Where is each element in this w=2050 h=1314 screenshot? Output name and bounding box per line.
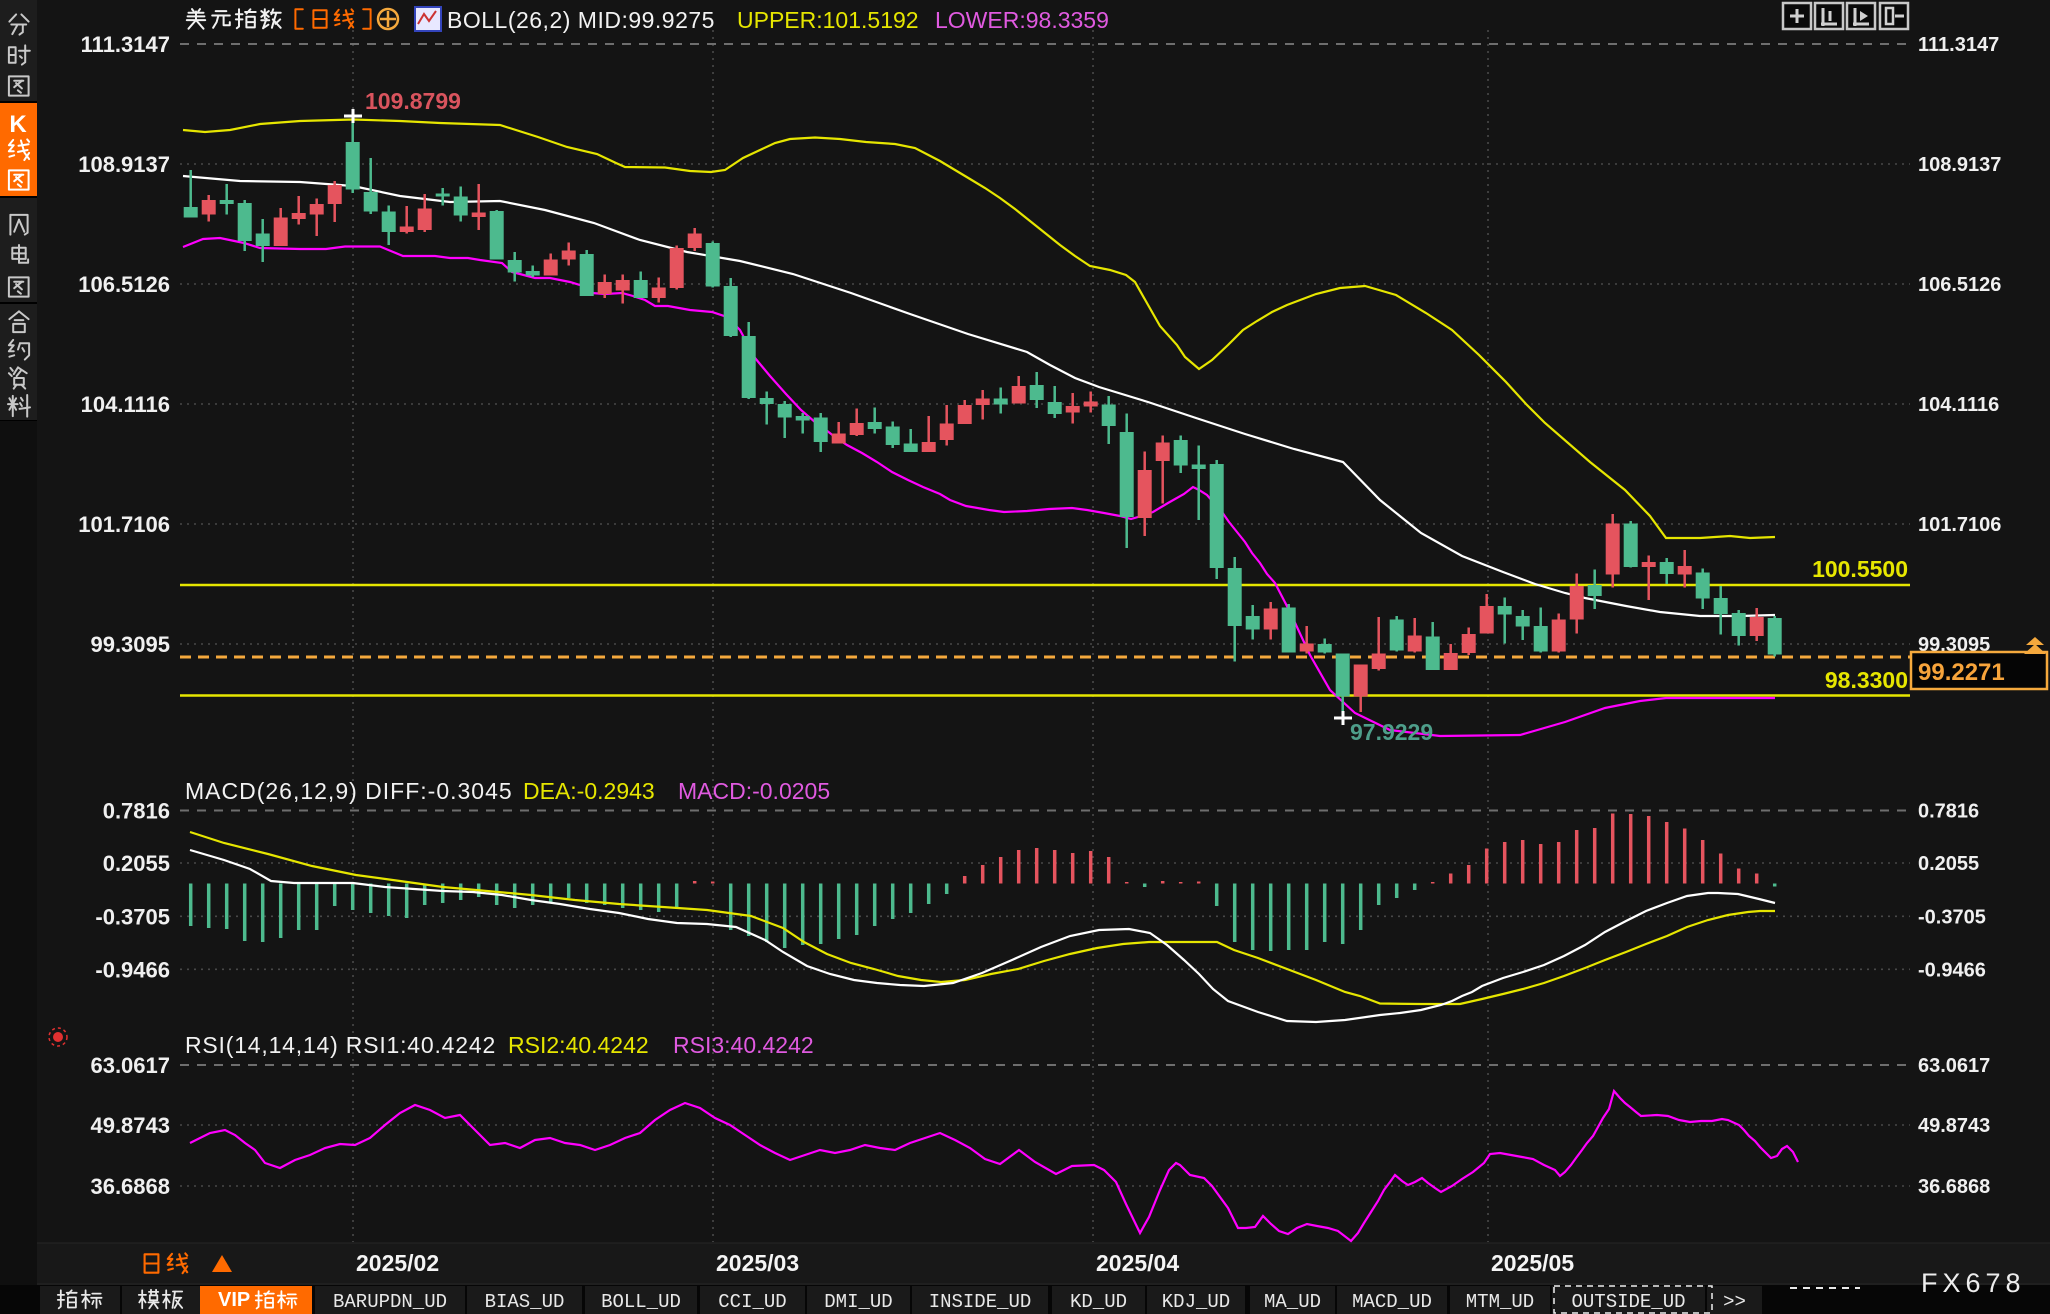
svg-text:99.3095: 99.3095 <box>1918 634 1990 656</box>
svg-text:104.1116: 104.1116 <box>81 392 170 417</box>
svg-text:BIAS_UD: BIAS_UD <box>485 1291 565 1313</box>
svg-text:99.3095: 99.3095 <box>90 632 170 657</box>
svg-text:49.8743: 49.8743 <box>90 1113 170 1138</box>
svg-text:101.7106: 101.7106 <box>78 512 170 537</box>
svg-text:0.7816: 0.7816 <box>103 799 170 824</box>
svg-text:2025/03: 2025/03 <box>716 1250 799 1276</box>
svg-text:109.8799: 109.8799 <box>365 88 461 114</box>
svg-text:MACD:-0.0205: MACD:-0.0205 <box>678 778 830 804</box>
svg-text:97.9229: 97.9229 <box>1350 719 1433 745</box>
svg-text:100.5500: 100.5500 <box>1812 556 1908 582</box>
svg-text:106.5126: 106.5126 <box>1918 274 2001 296</box>
svg-text:FX678: FX678 <box>1921 1268 2026 1298</box>
svg-text:MTM_UD: MTM_UD <box>1466 1291 1534 1313</box>
svg-text:99.2271: 99.2271 <box>1918 659 2005 686</box>
svg-text:0.2055: 0.2055 <box>1918 853 1979 875</box>
svg-text:BOLL_UD: BOLL_UD <box>601 1291 681 1313</box>
svg-text:RSI(14,14,14) RSI1:40.4242: RSI(14,14,14) RSI1:40.4242 <box>185 1032 496 1058</box>
svg-text:63.0617: 63.0617 <box>90 1053 170 1078</box>
svg-text:-0.3705: -0.3705 <box>1918 906 1986 928</box>
svg-text:>>: >> <box>1723 1291 1746 1313</box>
svg-text:0.7816: 0.7816 <box>1918 801 1979 823</box>
svg-text:63.0617: 63.0617 <box>1918 1055 1990 1077</box>
svg-text:CCI_UD: CCI_UD <box>718 1291 786 1313</box>
svg-text:MACD_UD: MACD_UD <box>1352 1291 1432 1313</box>
svg-text:-0.3705: -0.3705 <box>95 904 170 929</box>
svg-text:MACD(26,12,9) DIFF:-0.3045: MACD(26,12,9) DIFF:-0.3045 <box>185 778 513 804</box>
svg-text:111.3147: 111.3147 <box>1918 34 1999 56</box>
svg-text:DEA:-0.2943: DEA:-0.2943 <box>523 778 655 804</box>
svg-text:RSI2:40.4242: RSI2:40.4242 <box>508 1032 649 1058</box>
svg-text:108.9137: 108.9137 <box>78 152 170 177</box>
svg-text:104.1116: 104.1116 <box>1918 394 1999 416</box>
svg-text:VIP: VIP <box>218 1289 250 1311</box>
svg-text:OUTSIDE_UD: OUTSIDE_UD <box>1571 1291 1685 1313</box>
svg-text:KD_UD: KD_UD <box>1070 1291 1127 1313</box>
svg-text:UPPER:101.5192: UPPER:101.5192 <box>737 7 919 33</box>
svg-text:BARUPDN_UD: BARUPDN_UD <box>333 1291 447 1313</box>
svg-text:KDJ_UD: KDJ_UD <box>1162 1291 1230 1313</box>
svg-text:111.3147: 111.3147 <box>81 32 170 57</box>
svg-text:2025/02: 2025/02 <box>356 1250 439 1276</box>
svg-text:MA_UD: MA_UD <box>1264 1291 1321 1313</box>
svg-text:2025/05: 2025/05 <box>1491 1250 1574 1276</box>
svg-text:RSI3:40.4242: RSI3:40.4242 <box>673 1032 814 1058</box>
svg-text:2025/04: 2025/04 <box>1096 1250 1179 1276</box>
svg-text:-0.9466: -0.9466 <box>1918 959 1986 981</box>
svg-text:DMI_UD: DMI_UD <box>824 1291 892 1313</box>
svg-text:108.9137: 108.9137 <box>1918 154 2001 176</box>
svg-text:BOLL(26,2) MID:99.9275: BOLL(26,2) MID:99.9275 <box>447 7 715 33</box>
svg-text:36.6868: 36.6868 <box>1918 1176 1990 1198</box>
svg-text:INSIDE_UD: INSIDE_UD <box>929 1291 1032 1313</box>
svg-text:101.7106: 101.7106 <box>1918 514 2001 536</box>
svg-text:36.6868: 36.6868 <box>90 1174 170 1199</box>
svg-text:K: K <box>9 111 27 138</box>
svg-text:106.5126: 106.5126 <box>78 272 170 297</box>
svg-text:49.8743: 49.8743 <box>1918 1115 1990 1137</box>
svg-text:-0.9466: -0.9466 <box>95 957 170 982</box>
svg-text:98.3300: 98.3300 <box>1825 667 1908 693</box>
svg-text:LOWER:98.3359: LOWER:98.3359 <box>935 7 1109 33</box>
svg-text:0.2055: 0.2055 <box>103 851 170 876</box>
